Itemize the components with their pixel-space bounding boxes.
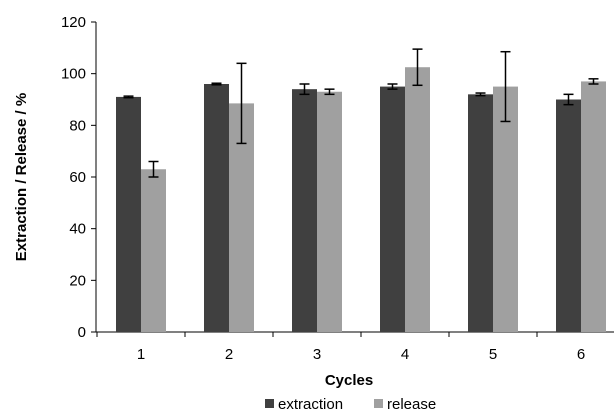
error-bar-extraction-3 [299,83,310,96]
y-tick-label: 0 [78,324,86,341]
y-axis-label: Extraction / Release / % [13,93,30,261]
error-bar-release-3 [324,88,335,96]
legend-swatch-extraction [265,399,274,408]
bar-release-4 [405,67,430,332]
y-tick-label: 60 [69,169,86,186]
x-axis-label: Cycles [325,372,373,389]
error-bar-extraction-4 [387,83,398,90]
bar-extraction-5 [468,94,493,332]
bar-extraction-2 [204,84,229,332]
y-tick-label: 120 [61,14,86,31]
y-tick-label: 20 [69,272,86,289]
legend-swatch-release [374,399,383,408]
error-bar-release-5 [500,50,511,123]
legend-label-extraction: extraction [278,396,343,413]
bar-extraction-1 [116,96,141,333]
bar-release-1 [141,169,166,332]
legend: extraction release [265,396,436,413]
x-tick-label: 6 [577,346,585,363]
error-bar-extraction-6 [563,93,574,106]
x-tick-label: 3 [313,346,321,363]
error-bars [123,48,599,178]
x-tick-label: 2 [225,346,233,363]
y-tick-label: 40 [69,221,86,238]
error-bar-release-6 [588,78,599,85]
axes [91,21,614,337]
x-tick-label: 5 [489,346,497,363]
error-bar-release-4 [412,48,423,87]
bars [116,67,606,333]
x-tick-label: 4 [401,346,409,363]
bar-release-3 [317,91,342,332]
bar-release-6 [581,81,606,333]
tick-labels: 0 20 40 60 80 100 120 1 2 3 4 5 6 [61,14,585,363]
x-tick-label: 1 [137,346,145,363]
bar-extraction-3 [292,89,317,333]
error-bar-extraction-2 [211,82,222,86]
y-tick-label: 100 [61,66,86,83]
error-bar-extraction-5 [475,92,486,97]
bar-extraction-6 [556,99,581,332]
error-bar-extraction-1 [123,95,134,99]
bar-release-5 [493,86,518,332]
y-tick-label: 80 [69,117,86,134]
error-bar-release-1 [148,160,159,178]
bar-extraction-4 [380,86,405,332]
error-bar-release-2 [236,62,247,145]
legend-label-release: release [387,396,436,413]
